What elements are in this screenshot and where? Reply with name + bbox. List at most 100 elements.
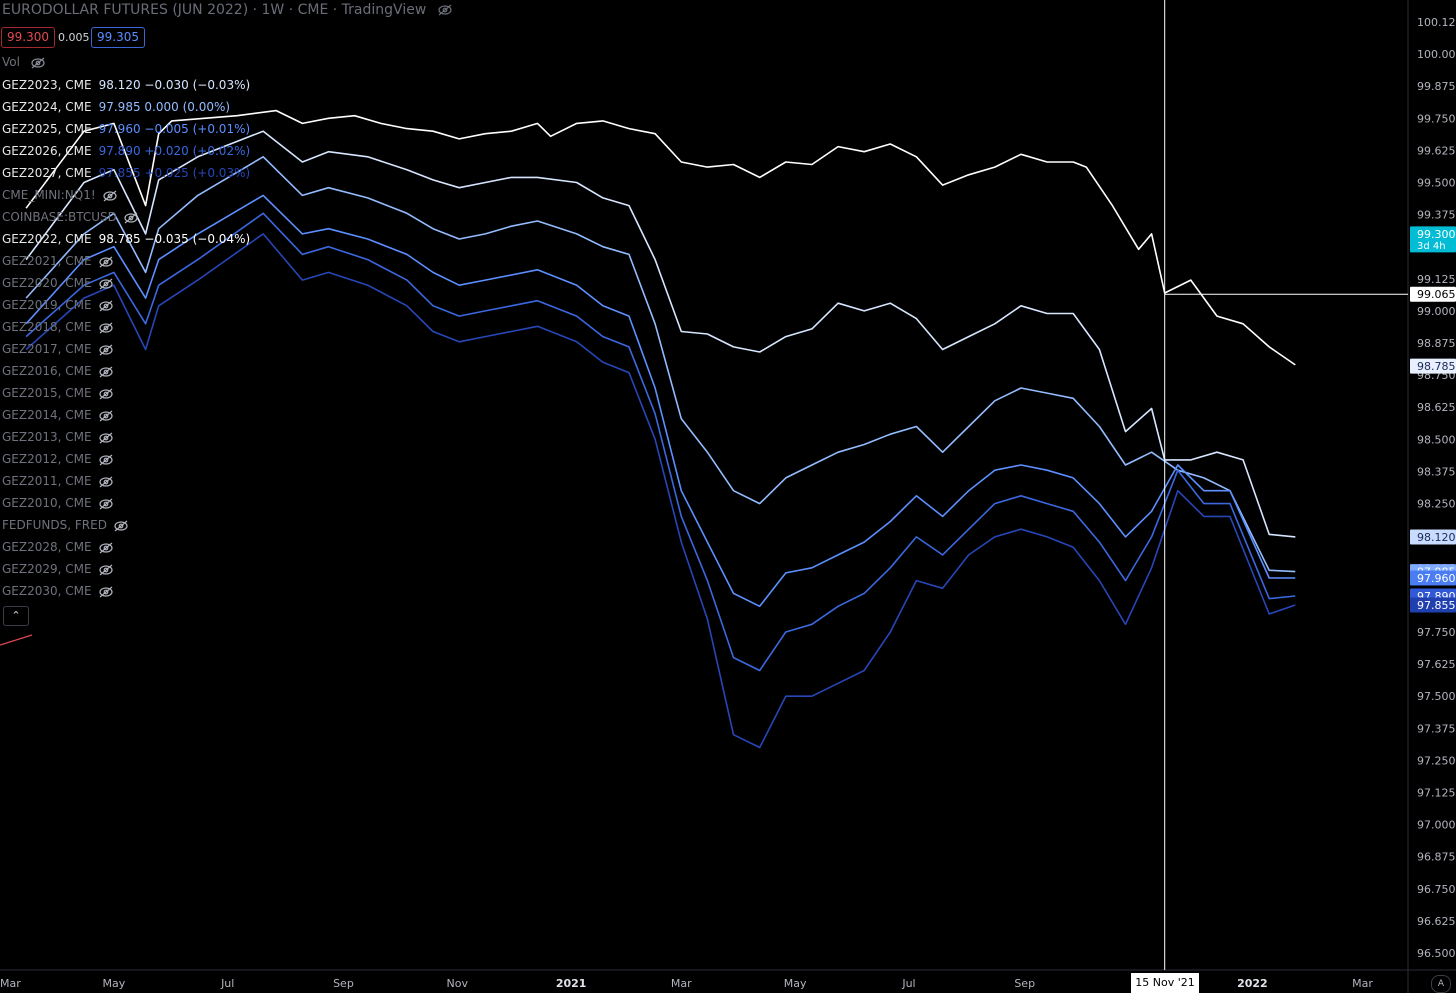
collapse-legend-button[interactable]: ⌃ <box>3 606 29 626</box>
eye-hidden-icon[interactable] <box>98 586 114 598</box>
y-tick-label: 97.250 <box>1417 754 1456 767</box>
legend-row[interactable]: GEZ2026, CME 97.890 +0.020 (+0.02%) <box>2 142 250 160</box>
legend-row[interactable]: GEZ2018, CME <box>2 318 114 336</box>
y-tick-label: 96.500 <box>1417 947 1456 960</box>
legend-row-name: GEZ2026, CME <box>2 144 92 158</box>
legend-row[interactable]: GEZ2022, CME 98.785 −0.035 (−0.04%) <box>2 230 250 248</box>
eye-hidden-icon[interactable] <box>98 256 114 268</box>
series-line-5 <box>25 233 1296 749</box>
legend-row[interactable]: GEZ2027, CME 97.855 +0.025 (+0.03%) <box>2 164 250 182</box>
legend-row-name: GEZ2029, CME <box>2 562 92 576</box>
legend-row-values: 97.855 +0.025 (+0.03%) <box>98 166 251 180</box>
legend-row-name: GEZ2023, CME <box>2 78 92 92</box>
eye-hidden-icon[interactable] <box>102 190 118 202</box>
y-tick-label: 99.625 <box>1417 144 1456 157</box>
legend-row[interactable]: GEZ2013, CME <box>2 428 114 446</box>
y-tick-label: 99.125 <box>1417 273 1456 286</box>
legend-row-name: GEZ2022, CME <box>2 232 92 246</box>
legend-row[interactable]: CME_MINI:NQ1! <box>2 186 118 204</box>
legend-row[interactable]: GEZ2030, CME <box>2 582 114 600</box>
x-tick-label: May <box>784 977 807 990</box>
legend-row-name: COINBASE:BTCUSD <box>2 210 117 224</box>
eye-hidden-icon[interactable] <box>98 322 114 334</box>
legend-row-name: Vol <box>2 55 20 69</box>
eye-hidden-icon[interactable] <box>98 498 114 510</box>
legend-row[interactable]: GEZ2021, CME <box>2 252 114 270</box>
eye-hidden-icon[interactable] <box>30 57 46 69</box>
series-line-4 <box>25 212 1296 672</box>
legend-row[interactable]: GEZ2028, CME <box>2 538 114 556</box>
legend-row[interactable]: GEZ2017, CME <box>2 340 114 358</box>
x-tick-label: Jul <box>901 977 915 990</box>
price-tag-bg <box>1410 597 1456 613</box>
symbol-title-text: EURODOLLAR FUTURES (JUN 2022) · 1W · CME… <box>2 2 427 18</box>
eye-hidden-icon[interactable] <box>98 388 114 400</box>
price-tag-label: 97.960 <box>1417 572 1456 585</box>
legend-row-name: GEZ2014, CME <box>2 408 92 422</box>
eye-hidden-icon[interactable] <box>98 432 114 444</box>
y-tick-label: 99.375 <box>1417 209 1456 222</box>
eye-hidden-icon[interactable] <box>98 564 114 576</box>
legend-row[interactable]: GEZ2019, CME <box>2 296 114 314</box>
series-line-2 <box>25 156 1296 573</box>
legend-row[interactable]: FEDFUNDS, FRED <box>2 516 129 534</box>
price-tag-label: 98.120 <box>1417 531 1456 544</box>
eye-hidden-icon[interactable] <box>123 212 139 224</box>
ask-price-box[interactable]: 99.305 <box>91 27 145 48</box>
eye-hidden-icon[interactable] <box>98 366 114 378</box>
price-tag-label: 98.785 <box>1417 360 1456 373</box>
legend-row[interactable]: GEZ2012, CME <box>2 450 114 468</box>
legend-row-values: 97.985 0.000 (0.00%) <box>98 100 231 114</box>
legend-row-name: GEZ2028, CME <box>2 540 92 554</box>
eye-hidden-icon[interactable] <box>98 344 114 356</box>
series-line-1 <box>25 130 1296 538</box>
legend-row-name: GEZ2030, CME <box>2 584 92 598</box>
eye-hidden-icon[interactable] <box>113 520 129 532</box>
legend-row-name: GEZ2015, CME <box>2 386 92 400</box>
y-tick-label: 96.875 <box>1417 851 1456 864</box>
price-tag-bg <box>1410 286 1456 302</box>
price-tag-label: 99.065 <box>1417 288 1456 301</box>
legend-row-name: GEZ2018, CME <box>2 320 92 334</box>
legend-row[interactable]: GEZ2020, CME <box>2 274 114 292</box>
legend-row[interactable]: GEZ2016, CME <box>2 362 114 380</box>
legend-row[interactable]: GEZ2010, CME <box>2 494 114 512</box>
eye-hidden-icon[interactable] <box>437 4 453 16</box>
bid-price-box[interactable]: 99.300 <box>1 27 55 48</box>
y-tick-label: 99.750 <box>1417 112 1456 125</box>
series-line-3 <box>25 194 1296 608</box>
crosshair-date-label: 15 Nov '21 <box>1131 973 1199 993</box>
legend-row[interactable]: GEZ2015, CME <box>2 384 114 402</box>
legend-row[interactable]: GEZ2014, CME <box>2 406 114 424</box>
x-tick-label: 2021 <box>556 977 587 990</box>
legend-row[interactable]: GEZ2024, CME 97.985 0.000 (0.00%) <box>2 98 230 116</box>
y-tick-label: 97.000 <box>1417 819 1456 832</box>
legend-row[interactable]: GEZ2029, CME <box>2 560 114 578</box>
eye-hidden-icon[interactable] <box>98 542 114 554</box>
eye-hidden-icon[interactable] <box>98 454 114 466</box>
x-tick-label: Mar <box>1352 977 1373 990</box>
eye-hidden-icon[interactable] <box>98 410 114 422</box>
y-tick-label: 96.750 <box>1417 883 1456 896</box>
legend-row-vol[interactable]: Vol <box>2 53 46 71</box>
price-tag-bg <box>1410 529 1456 545</box>
eye-hidden-icon[interactable] <box>98 278 114 290</box>
legend-row[interactable]: GEZ2025, CME 97.960 −0.005 (+0.01%) <box>2 120 250 138</box>
y-tick-label: 98.500 <box>1417 433 1456 446</box>
y-tick-label: 97.125 <box>1417 786 1456 799</box>
eye-hidden-icon[interactable] <box>98 300 114 312</box>
y-tick-label: 96.625 <box>1417 915 1456 928</box>
legend-row-name: GEZ2024, CME <box>2 100 92 114</box>
legend-row-name: GEZ2011, CME <box>2 474 92 488</box>
legend-row-values: 98.785 −0.035 (−0.04%) <box>98 232 251 246</box>
legend-row-name: GEZ2027, CME <box>2 166 92 180</box>
auto-scale-button[interactable]: A <box>1431 975 1451 993</box>
x-tick-label: Mar <box>671 977 692 990</box>
symbol-title[interactable]: EURODOLLAR FUTURES (JUN 2022) · 1W · CME… <box>2 2 453 18</box>
legend-row[interactable]: COINBASE:BTCUSD <box>2 208 139 226</box>
legend-row[interactable]: GEZ2011, CME <box>2 472 114 490</box>
eye-hidden-icon[interactable] <box>98 476 114 488</box>
x-tick-label: Nov <box>447 977 469 990</box>
legend-row[interactable]: GEZ2023, CME 98.120 −0.030 (−0.03%) <box>2 76 250 94</box>
